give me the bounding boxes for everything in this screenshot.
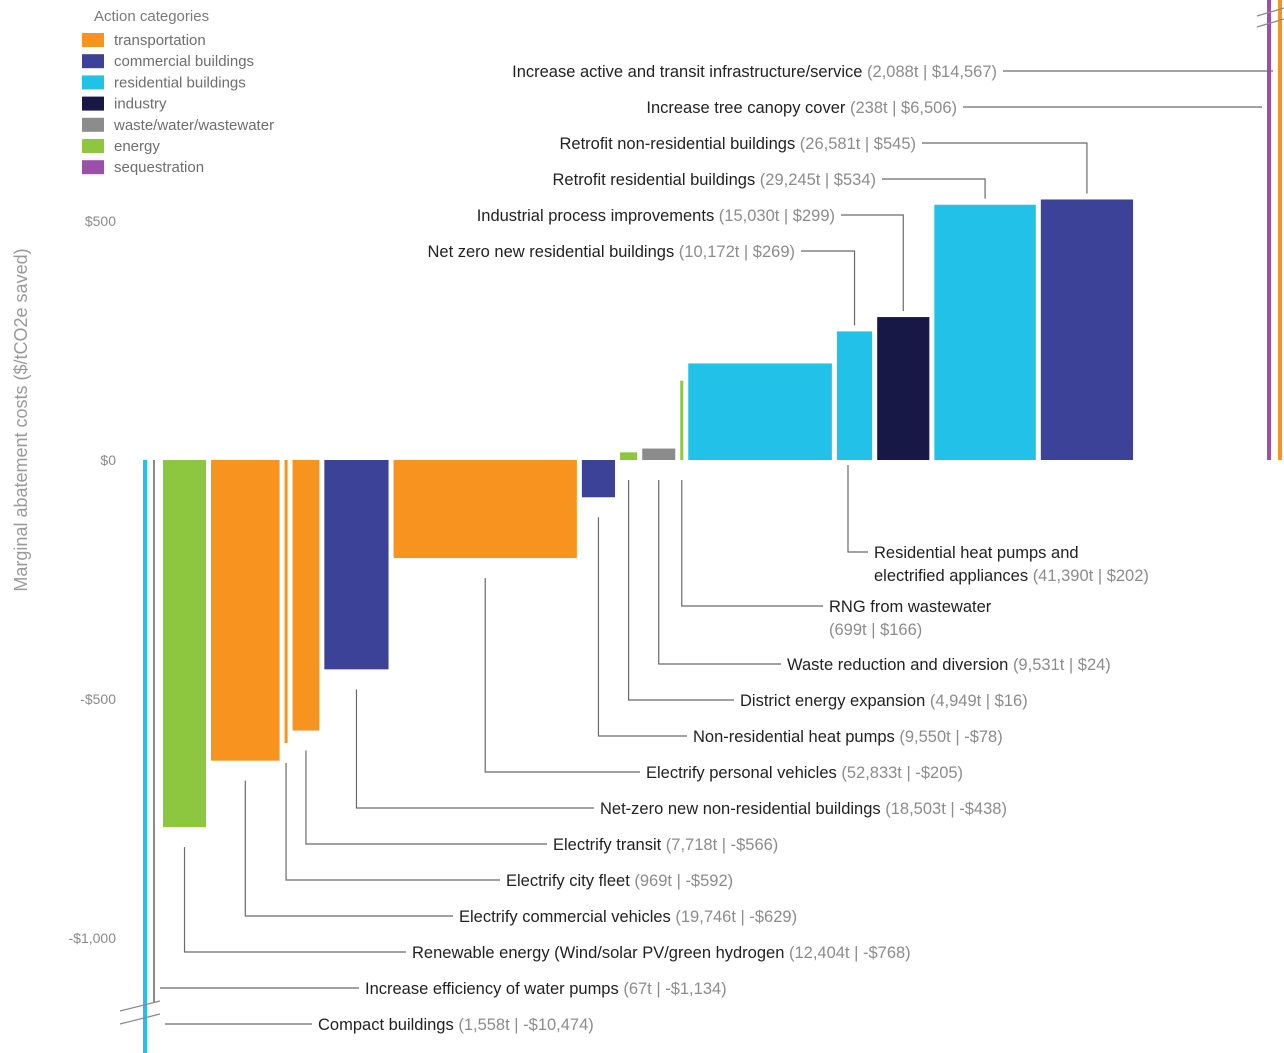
leader-line bbox=[882, 178, 986, 199]
bar bbox=[324, 460, 389, 670]
action-label: Non-residential heat pumps (9,550t | -$7… bbox=[693, 728, 1003, 746]
action-label: Electrify personal vehicles (52,833t | -… bbox=[646, 764, 963, 782]
axis-break-marks bbox=[119, 7, 1284, 1025]
leader-line bbox=[628, 480, 734, 701]
legend-label-industry: industry bbox=[114, 96, 167, 113]
bar bbox=[153, 460, 155, 1003]
action-labels: Compact buildings (1,558t | -$10,474) Inc… bbox=[318, 63, 1149, 1034]
legend-label-commercial: commercial buildings bbox=[114, 53, 254, 70]
legend-label-energy: energy bbox=[114, 138, 160, 155]
bar bbox=[877, 317, 930, 460]
bar bbox=[581, 460, 616, 498]
legend-swatch-waste bbox=[82, 117, 104, 132]
bar bbox=[934, 204, 1036, 460]
leader-line bbox=[285, 762, 500, 881]
leader-line bbox=[801, 250, 856, 326]
leader-line bbox=[183, 847, 406, 953]
legend-label-residential: residential buildings bbox=[114, 74, 246, 91]
y-axis-ticks: $500 $0 -$500 -$1,000 bbox=[69, 213, 117, 946]
leader-line bbox=[484, 577, 640, 773]
action-label: Net zero new residential buildings (10,1… bbox=[427, 243, 795, 261]
action-label: RNG from wastewater bbox=[829, 598, 992, 616]
legend-items: transportation commercial buildings reside… bbox=[82, 32, 274, 176]
leader-line bbox=[922, 142, 1088, 194]
bar bbox=[642, 448, 676, 460]
bar bbox=[620, 452, 638, 460]
leader-line bbox=[847, 465, 868, 553]
action-label: Industrial process improvements (15,030t… bbox=[477, 207, 835, 225]
legend: Action categories transportation commerci… bbox=[82, 8, 274, 176]
action-label: Electrify commercial vehicles (19,746t |… bbox=[459, 908, 797, 926]
action-label: Net-zero new non-residential buildings (… bbox=[600, 800, 1007, 818]
bar bbox=[393, 460, 577, 558]
leader-line bbox=[355, 689, 594, 809]
bar bbox=[292, 460, 320, 731]
leader-lines bbox=[160, 70, 1273, 1025]
bar bbox=[1040, 199, 1134, 461]
leader-line bbox=[597, 517, 687, 737]
axis-break-mark bbox=[1256, 7, 1284, 28]
leader-line bbox=[305, 750, 547, 845]
action-label: District energy expansion (4,949t | $16) bbox=[740, 692, 1028, 710]
legend-label-transportation: transportation bbox=[114, 32, 206, 49]
legend-swatch-residential bbox=[82, 75, 104, 90]
y-tick-label: -$500 bbox=[80, 691, 116, 707]
bar bbox=[284, 460, 288, 743]
leader-line bbox=[681, 480, 823, 607]
bar bbox=[836, 331, 873, 460]
bar bbox=[1267, 0, 1271, 460]
bar bbox=[163, 460, 207, 828]
legend-swatch-transportation bbox=[82, 33, 104, 47]
leader-line bbox=[658, 480, 781, 665]
bar bbox=[1278, 0, 1282, 460]
action-label: Electrify transit (7,718t | -$566) bbox=[553, 836, 778, 854]
legend-swatch-industry bbox=[82, 96, 104, 111]
legend-swatch-commercial bbox=[82, 54, 104, 69]
y-tick-label: $500 bbox=[85, 213, 116, 229]
bar bbox=[211, 460, 280, 761]
action-label: Renewable energy (Wind/solar PV/green hy… bbox=[412, 944, 911, 962]
bars bbox=[143, 0, 1282, 1053]
axis-break-mark bbox=[119, 1000, 161, 1025]
legend-swatch-sequestration bbox=[82, 160, 104, 175]
legend-swatch-energy bbox=[82, 139, 104, 153]
action-label: Increase tree canopy cover (238t | $6,50… bbox=[646, 99, 957, 117]
action-label-detail: (699t | $166) bbox=[829, 621, 922, 639]
action-label-detail: electrified appliances (41,390t | $202) bbox=[874, 567, 1149, 585]
action-label: Increase active and transit infrastructu… bbox=[512, 63, 997, 81]
y-axis-label: Marginal abatement costs ($/tCO2e saved) bbox=[11, 248, 31, 591]
y-tick-label: $0 bbox=[100, 452, 116, 468]
action-label: Residential heat pumps and bbox=[874, 544, 1079, 562]
action-label: Retrofit non-residential buildings (26,5… bbox=[559, 135, 916, 153]
bar bbox=[688, 363, 832, 460]
action-label: Electrify city fleet (969t | -$592) bbox=[506, 872, 733, 890]
leader-line bbox=[244, 780, 453, 917]
leader-line bbox=[841, 214, 904, 312]
y-tick-label: -$1,000 bbox=[69, 930, 117, 946]
legend-title: Action categories bbox=[94, 8, 209, 25]
bar bbox=[680, 380, 684, 460]
legend-label-waste: waste/water/wastewater bbox=[113, 117, 274, 134]
legend-label-sequestration: sequestration bbox=[114, 159, 204, 176]
action-label: Increase efficiency of water pumps (67t … bbox=[365, 980, 727, 998]
action-label: Compact buildings (1,558t | -$10,474) bbox=[318, 1016, 594, 1034]
action-label: Retrofit residential buildings (29,245t … bbox=[553, 171, 876, 189]
action-label: Waste reduction and diversion (9,531t | … bbox=[787, 656, 1111, 674]
bar bbox=[143, 460, 147, 1053]
